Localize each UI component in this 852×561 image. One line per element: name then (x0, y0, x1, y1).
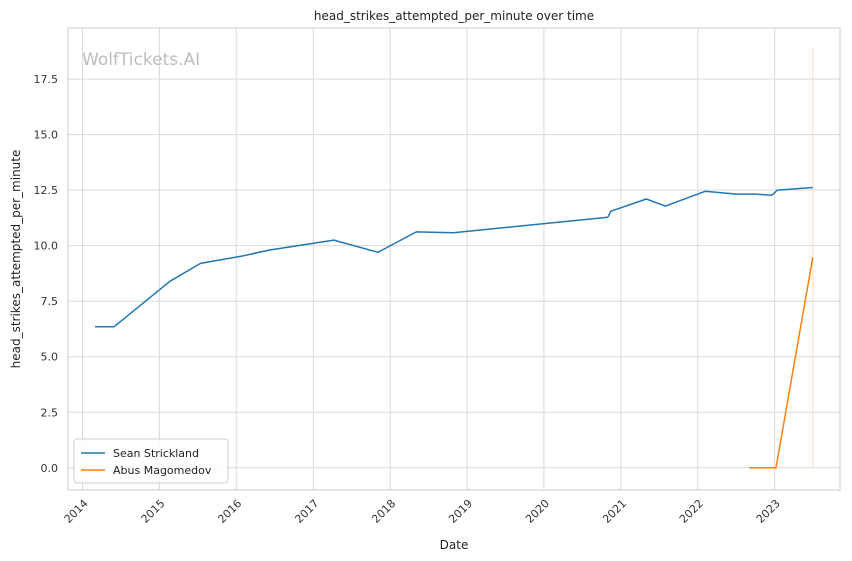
watermark: WolfTickets.AI (82, 50, 200, 70)
grid-lines (68, 28, 840, 490)
y-tick-label: 0.0 (41, 462, 59, 475)
y-tick-label: 7.5 (41, 295, 59, 308)
legend-label-sean-strickland: Sean Strickland (113, 447, 199, 460)
y-axis-label: head_strikes_attempted_per_minute (9, 150, 23, 369)
y-axis-ticks: 0.0 2.5 5.0 7.5 10.0 12.5 15.0 17.5 (34, 73, 59, 475)
plot-frame (67, 27, 841, 491)
y-tick-label: 5.0 (41, 351, 59, 364)
legend: Sean Strickland Abus Magomedov (73, 438, 229, 484)
legend-box (73, 438, 229, 484)
y-tick-label: 10.0 (34, 240, 59, 253)
y-tick-label: 17.5 (34, 73, 59, 86)
y-tick-label: 2.5 (41, 406, 59, 419)
x-axis-ticks: 2014 2015 2016 2017 2018 2019 2020 2021 2022 2023 (62, 497, 783, 526)
chart-title: head_strikes_attempted_per_minute over t… (314, 9, 594, 23)
series-line-sean-strickland (95, 186, 813, 328)
series-layer (95, 47, 814, 469)
y-tick-label: 15.0 (34, 129, 59, 142)
legend-label-abus-magomedov: Abus Magomedov (113, 464, 212, 477)
series-line-abus-magomedov (749, 257, 814, 469)
x-axis-label: Date (440, 538, 469, 552)
y-tick-label: 12.5 (34, 184, 59, 197)
